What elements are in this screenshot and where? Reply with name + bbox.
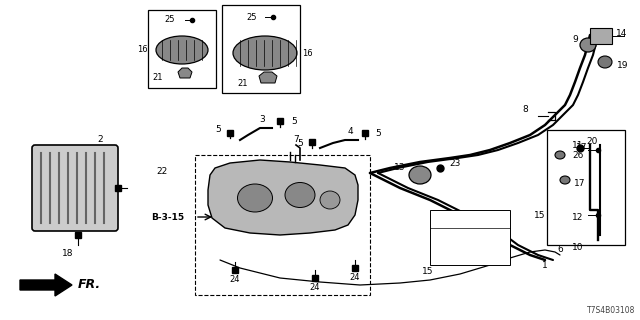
Text: 18: 18 [62,249,74,258]
Bar [547,130,625,245]
Text: 21: 21 [237,78,248,87]
Text: FR.: FR. [78,278,101,292]
Polygon shape [259,72,277,83]
Text: 24: 24 [310,283,320,292]
Text: B-3-15: B-3-15 [152,212,184,221]
Text: 17: 17 [574,179,586,188]
Text: 19: 19 [617,60,628,69]
Ellipse shape [560,176,570,184]
Text: 5: 5 [215,125,221,134]
Bar [148,10,216,88]
Text: 5: 5 [291,116,297,125]
Text: 5: 5 [297,139,303,148]
Text: 17: 17 [576,143,588,153]
Text: 23: 23 [449,158,461,167]
Text: 20: 20 [586,138,598,147]
Bar [430,210,510,265]
Text: 16: 16 [301,49,312,58]
Polygon shape [208,160,358,235]
Text: 15: 15 [422,268,434,276]
Bar [195,155,370,295]
Text: 24: 24 [349,273,360,282]
Text: 14: 14 [616,28,628,37]
Text: 6: 6 [557,245,563,254]
Text: 16: 16 [137,45,147,54]
Text: 4: 4 [347,127,353,137]
Ellipse shape [580,38,596,52]
Text: 22: 22 [156,167,168,177]
Polygon shape [20,274,72,296]
Text: 15: 15 [534,211,546,220]
Text: 10: 10 [572,244,584,252]
Text: 13: 13 [394,164,406,172]
Text: 5: 5 [375,130,381,139]
Text: T7S4B03108: T7S4B03108 [587,306,635,315]
Text: 21: 21 [153,74,163,83]
Ellipse shape [233,36,297,70]
Text: 12: 12 [572,213,584,222]
Text: 25: 25 [164,15,175,25]
Polygon shape [178,68,192,78]
Bar [222,5,300,93]
Bar [590,28,612,44]
Text: 9: 9 [572,36,578,44]
Text: 11: 11 [572,141,584,150]
Text: 7: 7 [293,135,299,145]
FancyBboxPatch shape [32,145,118,231]
Text: 3: 3 [259,116,265,124]
Text: 8: 8 [522,106,528,115]
Text: 1: 1 [542,260,548,269]
Text: 2: 2 [97,135,103,145]
Ellipse shape [409,166,431,184]
Ellipse shape [237,184,273,212]
Text: 26: 26 [572,151,584,161]
Ellipse shape [156,36,208,64]
Ellipse shape [285,182,315,207]
Ellipse shape [320,191,340,209]
Text: 24: 24 [230,275,240,284]
Text: 25: 25 [247,12,257,21]
Ellipse shape [555,151,565,159]
Ellipse shape [598,56,612,68]
